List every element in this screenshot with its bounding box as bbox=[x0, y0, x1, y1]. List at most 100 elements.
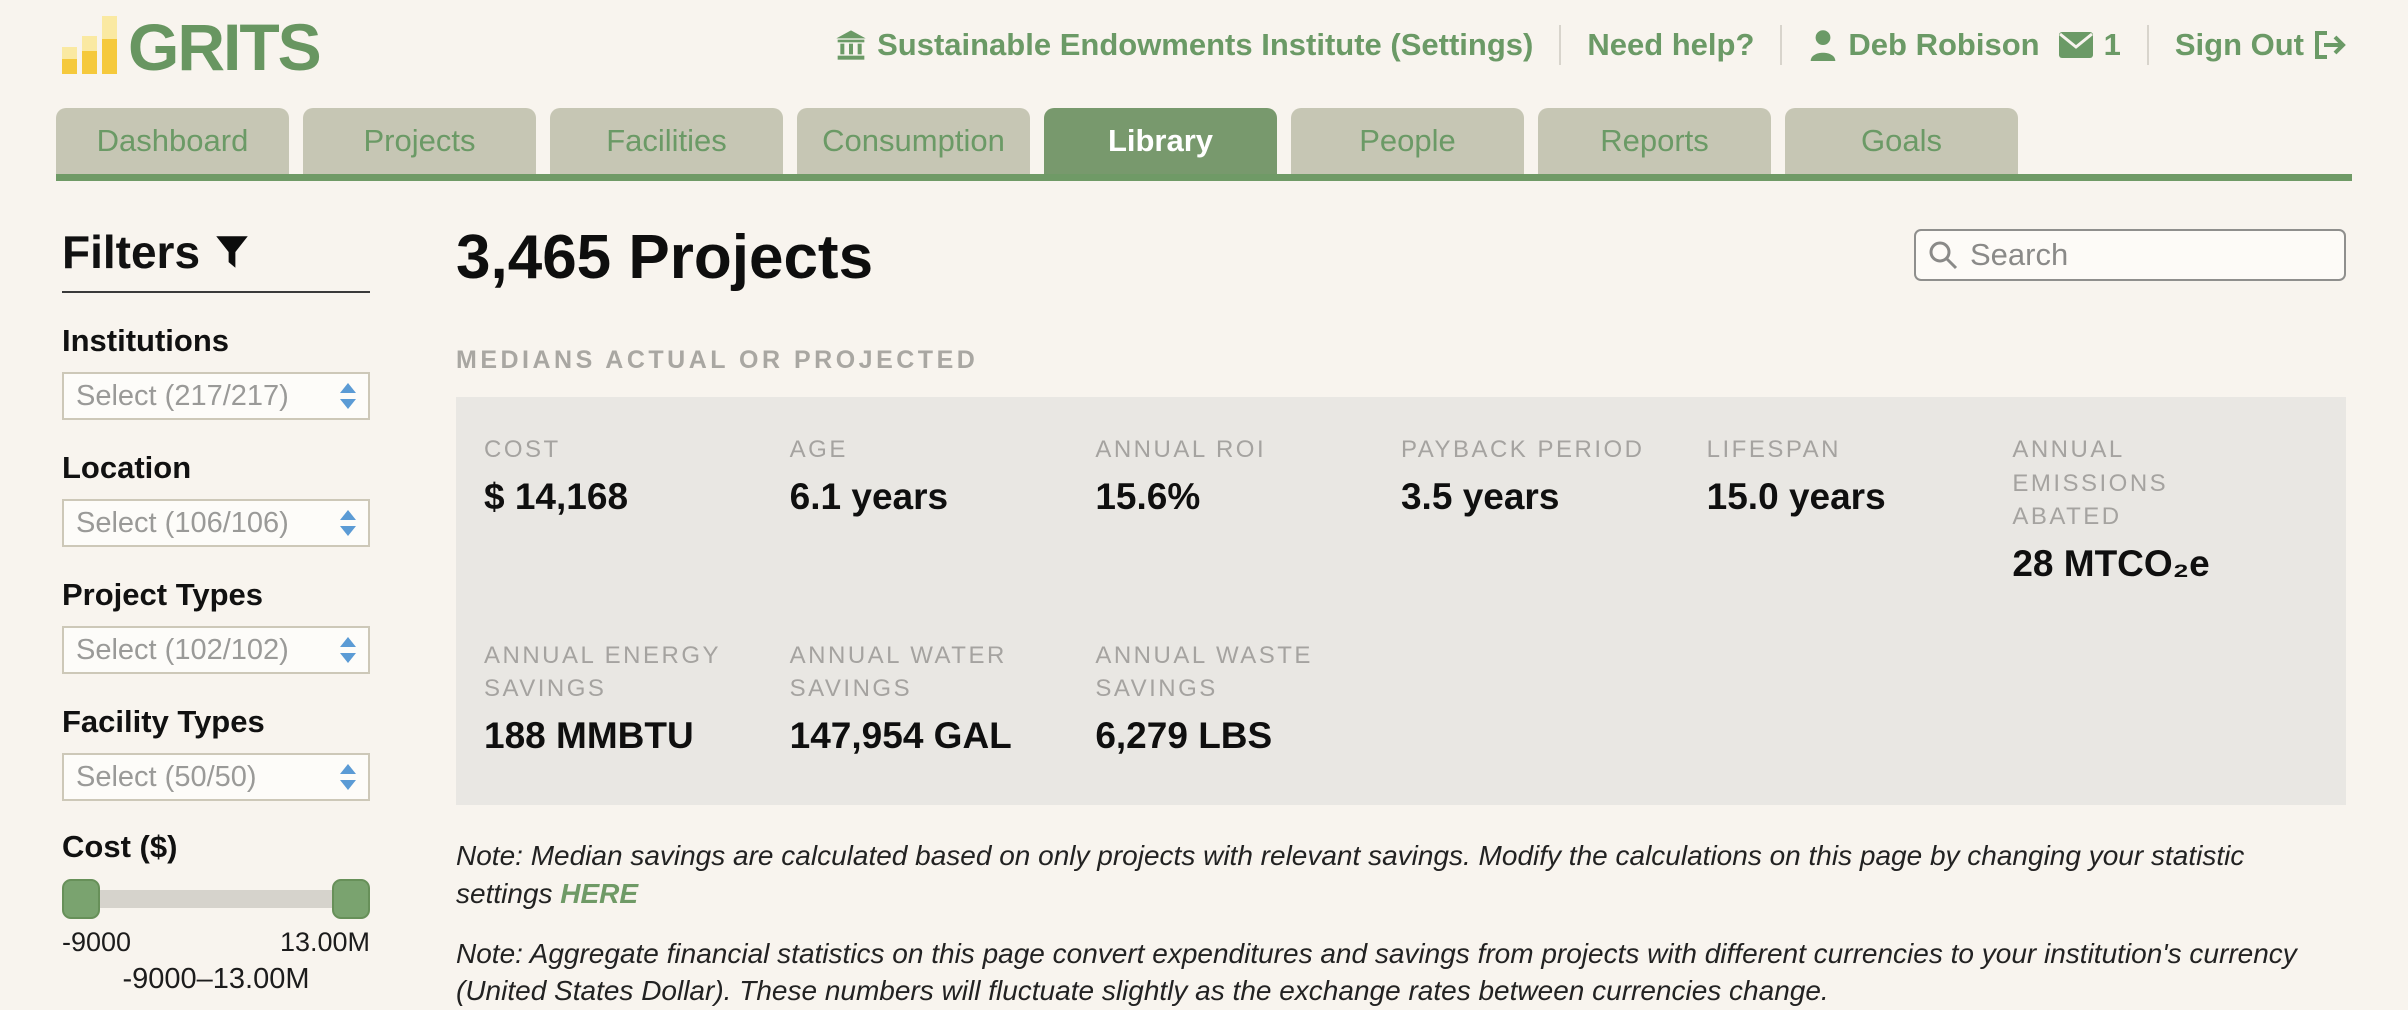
institution-settings-link[interactable]: Sustainable Endowments Institute (Settin… bbox=[835, 27, 1533, 63]
library-main: 3,465 Projects MEDIANS ACTUAL OR PROJECT… bbox=[456, 225, 2346, 1010]
tab-people[interactable]: People bbox=[1291, 108, 1524, 174]
stat-annual-roi: ANNUAL ROI 15.6% bbox=[1095, 433, 1401, 585]
cost-range-slider bbox=[62, 879, 370, 919]
stat-lifespan: LIFESPAN 15.0 years bbox=[1707, 433, 2013, 585]
stat-label: ANNUAL WASTE SAVINGS bbox=[1095, 641, 1313, 703]
user-name: Deb Robison bbox=[1848, 27, 2040, 62]
slider-track[interactable] bbox=[64, 890, 368, 908]
stat-value: 15.0 years bbox=[1706, 475, 1886, 517]
grits-logo[interactable]: GRITS bbox=[62, 9, 322, 84]
currency-note: Note: Aggregate financial statistics on … bbox=[456, 937, 2297, 1007]
tab-library[interactable]: Library bbox=[1044, 108, 1277, 174]
slider-handle-min[interactable] bbox=[62, 879, 100, 919]
header-divider bbox=[1780, 25, 1783, 65]
stat-annual-energy-savings: ANNUAL ENERGY SAVINGS 188 MMBTU bbox=[484, 639, 790, 757]
filter-institutions-label: Institutions bbox=[62, 323, 230, 358]
filters-heading: Filters bbox=[62, 225, 370, 293]
slider-min-label: -9000 bbox=[62, 927, 132, 957]
tab-facilities[interactable]: Facilities bbox=[550, 108, 783, 174]
sign-out-label: Sign Out bbox=[2174, 27, 2304, 62]
header-nav: Sustainable Endowments Institute (Settin… bbox=[835, 25, 2346, 65]
institutions-select[interactable]: Select (217/217) bbox=[62, 372, 370, 420]
tab-projects[interactable]: Projects bbox=[303, 108, 536, 174]
filter-location: Location Select (106/106) bbox=[62, 450, 370, 547]
slider-handle-max[interactable] bbox=[332, 879, 370, 919]
app-header: GRITS Sustainable Endowments Institute (… bbox=[0, 0, 2408, 82]
select-stepper-icon bbox=[340, 637, 356, 663]
logo-bar-small bbox=[62, 47, 77, 74]
search-box[interactable] bbox=[1914, 229, 2346, 281]
tab-reports[interactable]: Reports bbox=[1538, 108, 1771, 174]
stat-payback-period: PAYBACK PERIOD 3.5 years bbox=[1401, 433, 1707, 585]
bar-chart-logo-icon bbox=[62, 16, 122, 74]
medians-note: Note: Median savings are calculated base… bbox=[456, 837, 2346, 913]
stat-value: 188 MMBTU bbox=[484, 715, 694, 757]
filter-facility-types-label: Facility Types bbox=[62, 704, 265, 739]
slider-bound-labels: -9000 13.00M bbox=[62, 927, 370, 958]
location-select-value: Select (106/106) bbox=[76, 506, 289, 539]
select-stepper-icon bbox=[340, 510, 356, 536]
slider-range-readout: -9000–13.00M bbox=[122, 963, 310, 995]
stat-label: AGE bbox=[789, 436, 848, 464]
filter-institutions: Institutions Select (217/217) bbox=[62, 323, 370, 420]
tab-dashboard[interactable]: Dashboard bbox=[56, 108, 289, 174]
sign-out-link[interactable]: Sign Out bbox=[2175, 27, 2346, 63]
select-stepper-icon bbox=[340, 764, 356, 790]
tab-goals[interactable]: Goals bbox=[1785, 108, 2018, 174]
filter-project-types: Project Types Select (102/102) bbox=[62, 577, 370, 674]
search-input[interactable] bbox=[1968, 236, 2332, 274]
filter-cost: Cost ($) -9000 13.00M -9000–13.00M bbox=[62, 829, 370, 996]
medians-note-text: Note: Median savings are calculated base… bbox=[456, 840, 2245, 909]
stat-value: $ 14,168 bbox=[484, 475, 629, 517]
filter-funnel-icon bbox=[214, 234, 250, 270]
institutions-select-value: Select (217/217) bbox=[76, 379, 289, 412]
select-stepper-icon bbox=[340, 383, 356, 409]
message-count-badge[interactable]: 1 bbox=[2103, 27, 2121, 62]
project-types-select[interactable]: Select (102/102) bbox=[62, 626, 370, 674]
stat-label: ANNUAL WATER SAVINGS bbox=[789, 641, 1007, 703]
header-divider bbox=[1559, 25, 1562, 65]
main-nav-tabs: Dashboard Projects Facilities Consumptio… bbox=[56, 108, 2352, 181]
stat-value: 3.5 years bbox=[1400, 475, 1560, 517]
sign-out-icon bbox=[2314, 30, 2346, 60]
header-divider bbox=[2146, 25, 2149, 65]
page-content: Filters Institutions Select (217/217) Lo… bbox=[0, 225, 2408, 1010]
stat-value: 147,954 GAL bbox=[789, 715, 1012, 757]
logo-text: GRITS bbox=[128, 9, 322, 84]
user-menu[interactable]: Deb Robison 1 bbox=[1808, 27, 2121, 63]
filter-cost-label: Cost ($) bbox=[62, 829, 178, 864]
search-icon bbox=[1928, 240, 1958, 270]
filters-sidebar: Filters Institutions Select (217/217) Lo… bbox=[62, 225, 370, 1010]
project-types-select-value: Select (102/102) bbox=[76, 633, 289, 666]
page-title: 3,465 Projects bbox=[456, 223, 874, 292]
filter-facility-types: Facility Types Select (50/50) bbox=[62, 704, 370, 801]
stat-value: 6,279 LBS bbox=[1095, 715, 1273, 757]
location-select[interactable]: Select (106/106) bbox=[62, 499, 370, 547]
envelope-icon[interactable] bbox=[2058, 31, 2094, 59]
person-icon bbox=[1808, 29, 1838, 61]
filters-title-label: Filters bbox=[62, 226, 201, 278]
facility-types-select[interactable]: Select (50/50) bbox=[62, 753, 370, 801]
logo-bar-medium bbox=[82, 36, 97, 74]
stat-value: 28 MTCO₂e bbox=[2012, 542, 2210, 584]
title-row: 3,465 Projects bbox=[456, 225, 2346, 290]
tab-consumption[interactable]: Consumption bbox=[797, 108, 1030, 174]
facility-types-select-value: Select (50/50) bbox=[76, 760, 257, 793]
stat-annual-water-savings: ANNUAL WATER SAVINGS 147,954 GAL bbox=[790, 639, 1096, 757]
stat-value: 15.6% bbox=[1095, 475, 1201, 517]
stat-label: ANNUAL ENERGY SAVINGS bbox=[484, 641, 721, 703]
filter-project-types-label: Project Types bbox=[62, 577, 264, 612]
stat-age: AGE 6.1 years bbox=[790, 433, 1096, 585]
filter-location-label: Location bbox=[62, 450, 192, 485]
need-help-label: Need help? bbox=[1587, 27, 1755, 62]
statistic-settings-here-link[interactable]: HERE bbox=[560, 877, 639, 909]
medians-stats-panel: COST $ 14,168 AGE 6.1 years ANNUAL ROI 1… bbox=[456, 397, 2346, 806]
stat-label: LIFESPAN bbox=[1706, 436, 1841, 464]
logo-bar-tall bbox=[102, 16, 117, 74]
need-help-link[interactable]: Need help? bbox=[1587, 27, 1754, 63]
stat-cost: COST $ 14,168 bbox=[484, 433, 790, 585]
medians-section-title: MEDIANS ACTUAL OR PROJECTED bbox=[456, 346, 979, 375]
stat-value: 6.1 years bbox=[789, 475, 949, 517]
slider-max-label: 13.00M bbox=[279, 927, 370, 957]
stat-label: ANNUAL ROI bbox=[1095, 436, 1267, 464]
